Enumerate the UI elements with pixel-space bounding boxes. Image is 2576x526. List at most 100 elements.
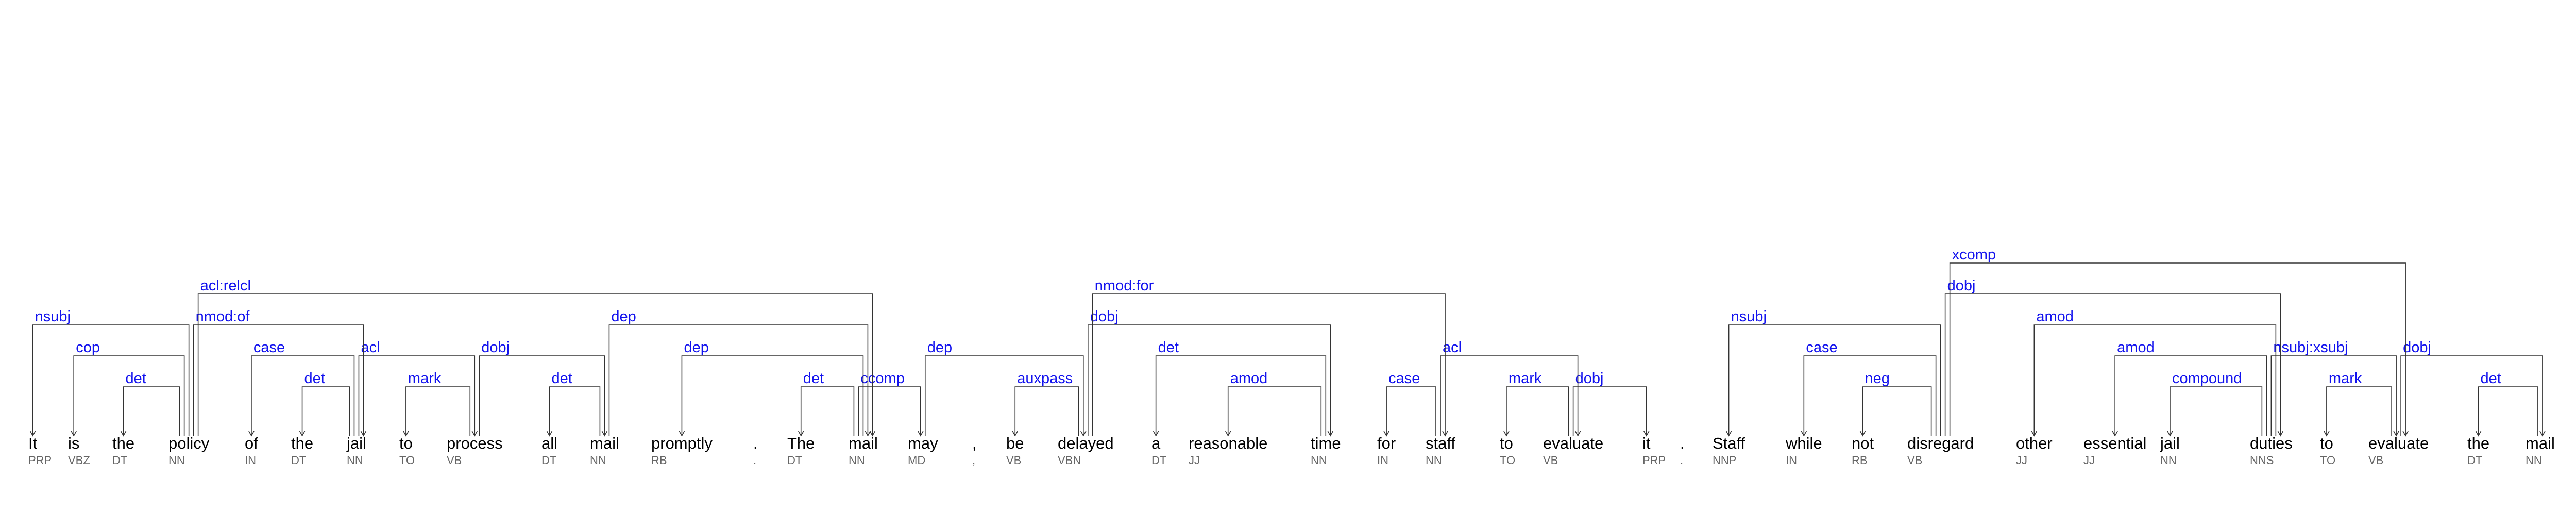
arrowhead [29, 431, 36, 437]
token: staff NN [1426, 434, 1455, 467]
token-word: to [399, 434, 413, 452]
arc-label: case [1388, 370, 1420, 387]
token: mail NN [2526, 434, 2555, 467]
dependency-arc: dep [608, 308, 871, 437]
arc-line [1862, 386, 1932, 436]
token-word: promptly [651, 434, 713, 452]
arc-label: nmod:for [1095, 277, 1154, 294]
arc-label: mark [1509, 370, 1542, 387]
token: it PRP [1642, 434, 1666, 467]
dependency-arc: ccomp [858, 370, 924, 437]
dependency-arc: acl [358, 339, 478, 437]
token: delayed VBN [1058, 434, 1114, 467]
arc-line [2270, 355, 2397, 436]
dependency-arc: amod [1225, 370, 1322, 437]
token-pos-tag: NN [849, 454, 865, 467]
dependency-arc: nsubj [29, 308, 190, 437]
arc-line [32, 324, 190, 436]
arrowhead [360, 431, 367, 437]
token-pos-tag: NN [168, 454, 185, 467]
arc-line [1155, 355, 1327, 436]
tokens: It PRP is VBZ the DT policy NN of IN the DT jail NN to… [28, 434, 2555, 467]
arc-label: mark [408, 370, 442, 387]
dependency-arcs: det det mark det det ccomp auxpass amod case mark… [29, 246, 2546, 437]
token-pos-tag: VB [1006, 454, 1021, 467]
token-pos-tag: . [1680, 454, 1683, 467]
dependency-arc: dobj [1088, 308, 1333, 437]
token: essential JJ [2083, 434, 2146, 467]
token-word: . [753, 434, 758, 452]
dependency-arc: acl:relcl [197, 277, 876, 437]
dependency-arc: compound [2167, 370, 2263, 437]
token-word: to [1500, 434, 1513, 452]
arrowhead [918, 431, 924, 437]
token: disregard VB [1907, 434, 1974, 467]
arc-line [1227, 386, 1322, 436]
token-word: disregard [1907, 434, 1974, 452]
arc-line [2326, 386, 2392, 436]
token-word: jail [2160, 434, 2180, 452]
arc-line [358, 355, 476, 436]
arc-line [549, 386, 601, 436]
arc-line [1803, 355, 1937, 436]
token: the DT [112, 434, 134, 467]
token-pos-tag: IN [1786, 454, 1797, 467]
arrowhead [1012, 431, 1018, 437]
token-pos-tag: NN [1311, 454, 1327, 467]
token-pos-tag: NN [2526, 454, 2542, 467]
token-word: It [28, 434, 38, 452]
dependency-arc: case [248, 339, 355, 437]
token-pos-tag: VB [1907, 454, 1922, 467]
token-word: it [1642, 434, 1651, 452]
arc-label: det [1158, 339, 1179, 356]
arc-line [608, 324, 869, 436]
token: .. [753, 434, 758, 467]
arrowhead [2031, 431, 2038, 437]
arc-line [924, 355, 1084, 436]
token-pos-tag: NN [1426, 454, 1442, 467]
arrowhead [120, 431, 127, 437]
token-word: be [1006, 434, 1024, 452]
dependency-arc: dobj [479, 339, 608, 437]
arrowhead [1383, 431, 1389, 437]
token: for IN [1377, 434, 1396, 467]
token: duties NNS [2250, 434, 2293, 467]
arrowhead [1859, 431, 1866, 437]
dependency-arc: auxpass [1012, 370, 1079, 437]
token: ,, [972, 434, 977, 467]
arc-line [1014, 386, 1079, 436]
token: .. [1680, 434, 1685, 467]
dependency-arc: det [1153, 339, 1327, 437]
token-word: , [972, 434, 977, 452]
arrowhead [248, 431, 255, 437]
token: to TO [1500, 434, 1515, 467]
token: evaluate VB [1543, 434, 1603, 467]
arrowhead [1153, 431, 1159, 437]
token-word: evaluate [2368, 434, 2429, 452]
token: jail NN [346, 434, 366, 467]
dependency-arc: nmod:of [193, 308, 367, 437]
arrowhead [679, 431, 685, 437]
token-word: The [787, 434, 815, 452]
token: policy NN [168, 434, 210, 467]
arrowhead [1574, 431, 1581, 437]
arc-label: dobj [1575, 370, 1604, 387]
arc-label: nmod:of [196, 308, 250, 325]
token-word: policy [168, 434, 210, 452]
dependency-arc: dep [924, 339, 1087, 437]
arrowhead [2393, 431, 2399, 437]
token-pos-tag: JJ [1189, 454, 1200, 467]
dependency-arc: cop [71, 339, 185, 437]
token-word: staff [1426, 434, 1455, 452]
dependency-arc: dep [679, 339, 864, 437]
token-pos-tag: TO [1500, 454, 1515, 467]
arc-label: amod [2036, 308, 2074, 325]
token-word: while [1785, 434, 1822, 452]
arrowhead [865, 431, 871, 437]
arc-label: amod [2117, 339, 2155, 356]
dependency-arc: det [798, 370, 855, 437]
arrowhead [2167, 431, 2173, 437]
arc-label: ccomp [860, 370, 904, 387]
arc-line [858, 386, 921, 436]
arrowhead [1503, 431, 1510, 437]
